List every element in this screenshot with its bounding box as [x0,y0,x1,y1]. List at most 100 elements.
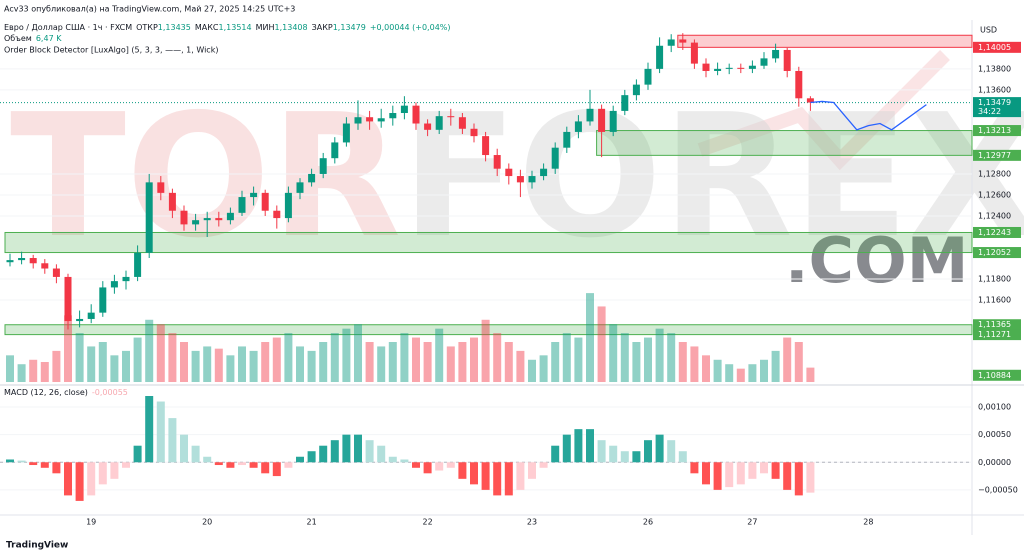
legend-title: MACD (12, 26, close) [4,388,88,397]
bar [284,462,293,468]
bar [98,462,107,485]
candle-body [157,182,165,193]
candle-body [400,105,408,114]
bar [412,337,420,382]
bar [690,462,699,474]
order-block [596,130,973,156]
bar [516,350,525,382]
legend-value: 6,47 K [36,34,62,43]
candle-body [690,42,698,64]
price-label-bg [973,226,1021,238]
watermark-text: .COM [785,224,968,297]
bar [64,315,72,382]
candle-body [273,210,281,219]
candle-body [134,252,142,277]
bar [423,342,432,382]
bar [238,346,246,382]
candle-body [795,70,803,99]
bar [6,355,14,382]
bar [214,462,223,466]
candle-body [29,258,37,264]
bar [249,350,258,382]
bar [133,337,142,382]
y-tick-label: 0,00000 [978,458,1011,467]
x-tick-label: 26 [643,518,653,527]
bar [435,328,444,382]
candle-body [52,268,60,277]
x-tick-label: 19 [86,518,96,527]
bar [539,355,548,382]
bar [412,462,420,468]
candle-body [284,192,292,219]
price-label: 1,12977 [978,151,1011,160]
watermark-part: FOREX [401,78,1024,276]
bar [261,462,270,474]
footer: TradingView [6,541,68,551]
candle-body [331,142,339,159]
bar [29,462,38,466]
candle-body [748,65,756,69]
bar [122,462,130,468]
bar [110,462,119,479]
bar [168,418,177,463]
candle-body [528,176,536,183]
candle-body [6,260,14,263]
y-tick-label: 1,11800 [978,275,1011,284]
bar [620,451,629,463]
bar [133,445,142,463]
price-label: 1,10884 [978,371,1011,380]
bar [771,462,780,479]
legend-value: 1,13408 [275,23,308,32]
bar [481,319,490,382]
bar [655,434,664,463]
legend-value: 1,13435 [158,23,191,32]
bar [539,462,548,468]
candle-body [806,98,814,103]
y-tick-label: 0,00050 [978,430,1011,439]
price-label: 1,11365 [978,320,1011,329]
countdown: 34:22 [978,107,1001,116]
bar [272,462,281,477]
price-label: 1,13213 [978,126,1011,135]
bar [400,459,409,463]
price-label-bg [973,247,1021,259]
price-label-bg [973,329,1021,341]
bar [586,293,594,382]
bar [609,324,618,382]
bar [504,342,513,382]
candle-body [737,67,745,69]
bar [388,342,397,382]
bar [586,429,594,463]
legend: MACD (12, 26, close) -0,00055 [4,388,128,397]
bar [75,462,84,501]
candle-body [145,182,153,253]
price-label: 1,13479 [978,98,1011,107]
forecast-line [810,100,927,131]
indicator-label: Order Block Detector [LuxAlgo] (5, 3, 3,… [4,46,218,55]
bar [145,319,154,382]
candle-body [87,312,95,319]
bar [180,434,188,463]
order-block [4,231,973,254]
x-tick-label: 27 [747,518,757,527]
bar [342,434,351,463]
candle-body [64,276,72,322]
price-label-bg [973,319,1021,331]
bar [644,337,652,382]
x-tick-label: 28 [863,518,873,527]
bar [377,346,386,382]
bar [191,350,200,382]
bar [52,462,61,474]
candle-body [41,263,49,269]
legend-label: МИН [256,23,275,32]
bar [75,333,84,382]
candle-body [342,123,350,143]
candle-body [18,258,26,261]
legend: Объем 6,47 K [4,34,62,43]
bar [156,401,165,463]
candle-body [493,155,501,169]
candle-body [656,45,664,69]
candle-body [76,318,84,322]
x-tick-label: 20 [202,518,212,527]
bar [435,462,444,471]
